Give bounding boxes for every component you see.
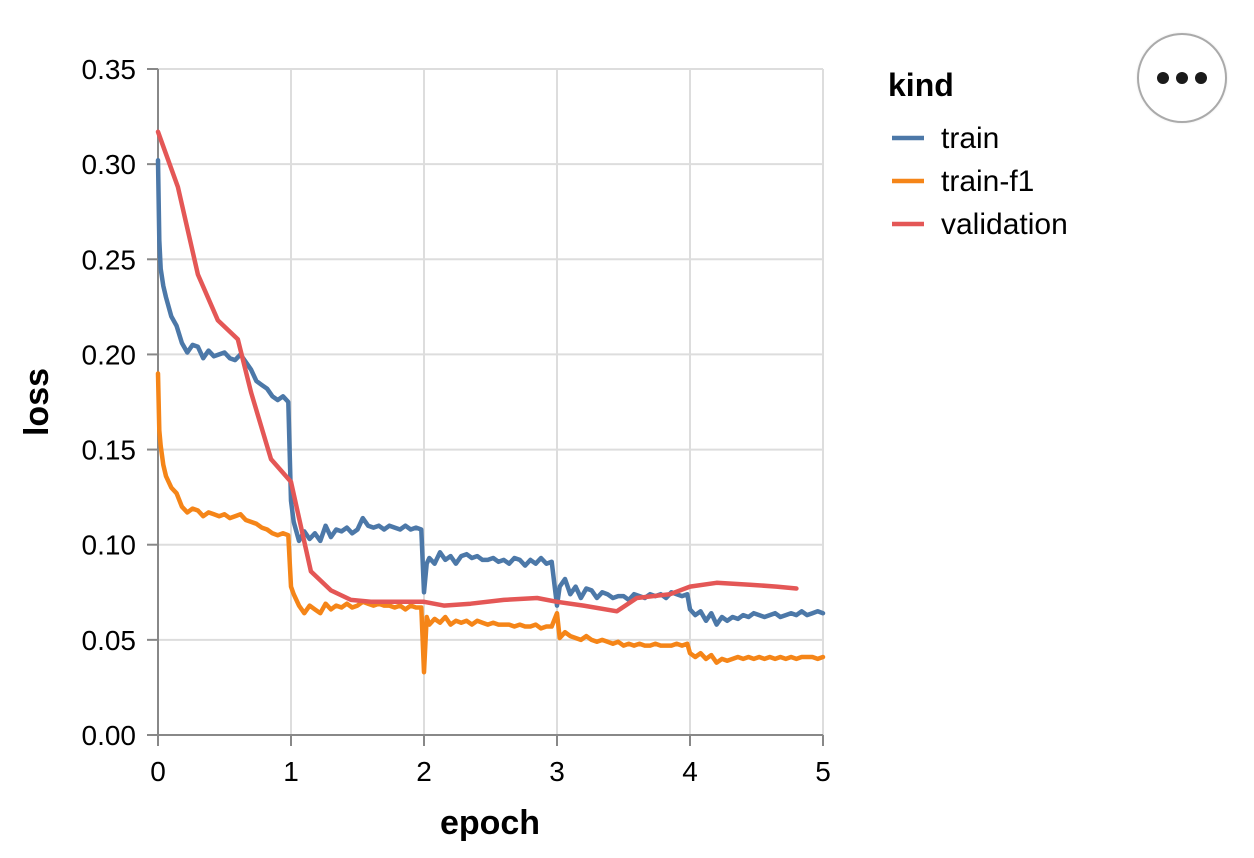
ellipsis-icon xyxy=(1157,72,1207,84)
x-axis-title: epoch xyxy=(440,804,540,842)
y-tick-label: 0.15 xyxy=(82,435,137,466)
x-tick-label: 4 xyxy=(682,756,698,787)
y-axis-title: loss xyxy=(18,368,56,436)
axes: 0 1 2 3 4 5 0.00 0.05 0.10 0.15 0.20 0.25 0.30 0.35 xyxy=(82,54,831,787)
legend-label-validation: validation xyxy=(941,208,1068,241)
x-tick-label: 3 xyxy=(549,756,565,787)
legend-label-train: train xyxy=(941,122,999,155)
y-tick-label: 0.25 xyxy=(82,244,137,275)
x-tick-label: 0 xyxy=(150,756,166,787)
y-tick-label: 0.30 xyxy=(82,149,137,180)
series-lines xyxy=(155,129,826,675)
y-tick-label: 0.20 xyxy=(82,339,137,370)
legend: kind train train-f1 validation xyxy=(888,67,1068,241)
x-tick-label: 1 xyxy=(283,756,299,787)
x-tick-label: 5 xyxy=(815,756,831,787)
series-line-train xyxy=(155,158,826,627)
x-tick-label: 2 xyxy=(416,756,432,787)
y-tick-label: 0.00 xyxy=(82,720,137,751)
legend-title: kind xyxy=(888,67,954,103)
y-tick-label: 0.10 xyxy=(82,530,137,561)
series-line-train-f1 xyxy=(155,371,826,675)
grid xyxy=(157,68,824,736)
series-line-validation xyxy=(155,129,799,614)
legend-label-train-f1: train-f1 xyxy=(941,165,1034,198)
more-options-button[interactable] xyxy=(1137,33,1227,123)
y-tick-label: 0.05 xyxy=(82,625,137,656)
y-tick-label: 0.35 xyxy=(82,54,137,85)
